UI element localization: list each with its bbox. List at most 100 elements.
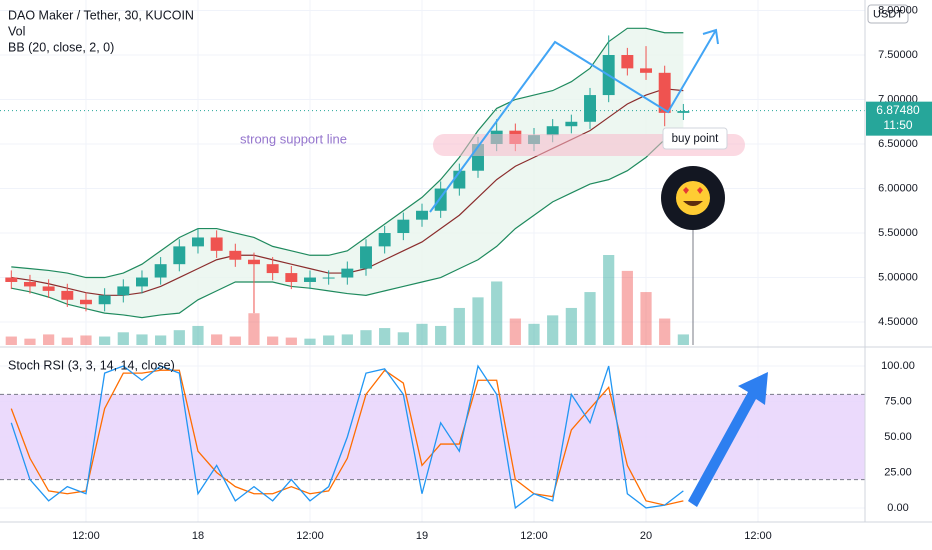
candle-body — [79, 299, 92, 305]
candle-body — [5, 277, 18, 282]
candle-body — [584, 95, 596, 122]
volume-bar — [117, 332, 129, 345]
emoji-eyes — [683, 187, 703, 194]
y-tick-label: 7.50000 — [878, 49, 918, 61]
volume-bar — [528, 323, 540, 345]
candle-body — [565, 121, 578, 127]
stoch-d — [10, 369, 684, 506]
candle-body — [266, 264, 279, 274]
last-price-label: 6.87480 — [876, 103, 920, 117]
last-price-box — [866, 101, 932, 136]
arrow-head — [702, 28, 719, 45]
volume-bar — [360, 330, 372, 345]
x-tick-label: 18 — [192, 530, 204, 542]
volume-bar — [341, 334, 353, 345]
candle-body — [229, 250, 242, 260]
candle-body — [285, 273, 298, 282]
volume-bar — [267, 336, 279, 345]
x-tick-label: 20 — [640, 530, 652, 542]
volume-bar — [211, 334, 223, 345]
candle-body — [154, 264, 167, 278]
candle-body — [397, 219, 410, 234]
volume-bar — [640, 292, 652, 345]
y-tick-label: 5.00000 — [878, 271, 918, 283]
volume-bar — [584, 292, 596, 345]
callout-box — [662, 127, 728, 150]
candle-body — [322, 277, 335, 279]
volume-bar — [453, 307, 465, 345]
volume-bar — [248, 313, 260, 345]
volume-bar — [621, 270, 633, 345]
volume-bar — [659, 318, 671, 345]
candle-body — [192, 237, 204, 247]
candle-body — [61, 290, 74, 300]
indicator-label: Vol — [8, 24, 25, 38]
bb-upper — [11, 27, 684, 279]
volume-bar — [99, 336, 111, 345]
volume-bar — [229, 336, 241, 345]
candle-body — [434, 188, 447, 211]
candle-body — [621, 55, 634, 69]
countdown: 11:50 — [883, 118, 912, 132]
y-tick-label: 5.50000 — [878, 227, 918, 239]
candle-body — [210, 237, 223, 251]
volume-bar — [379, 328, 391, 345]
bb-lower — [11, 134, 684, 319]
stoch-k — [10, 364, 684, 510]
volume-bar — [5, 336, 17, 345]
candle-body — [23, 281, 36, 287]
stoch-tick-label: 50.00 — [884, 431, 912, 443]
candle-body — [472, 144, 484, 171]
candle-body — [360, 246, 372, 269]
volume-bar — [43, 334, 55, 345]
stoch-tick-label: 0.00 — [887, 502, 908, 514]
stoch-band — [0, 394, 865, 480]
y-tick-label: 6.00000 — [878, 182, 918, 194]
projection-arrow — [429, 29, 717, 213]
candle-body — [98, 295, 111, 305]
x-tick-label: 19 — [416, 530, 428, 542]
y-tick-label: 4.50000 — [878, 316, 918, 328]
volume-bar — [80, 335, 92, 345]
volume-bar — [472, 297, 484, 345]
volume-bar — [491, 281, 503, 345]
volume-bar — [509, 318, 521, 345]
volume-bar — [173, 330, 185, 345]
volume-bar — [416, 323, 428, 345]
y-tick-label: 8.00000 — [878, 4, 918, 16]
volume-bar — [565, 307, 577, 345]
support-annotation: strong support line — [240, 131, 347, 146]
volume-bar — [61, 337, 73, 345]
candle-body — [117, 286, 130, 296]
x-tick-label: 12:00 — [520, 530, 548, 542]
indicator-label: BB (20, close, 2, 0) — [8, 40, 114, 54]
emoji-face — [676, 181, 710, 215]
volume-bar — [547, 315, 559, 345]
candle-body — [658, 72, 671, 113]
stoch-tick-label: 75.00 — [884, 395, 912, 407]
plot — [0, 27, 865, 510]
x-tick-label: 12:00 — [72, 530, 100, 542]
candle-body — [173, 246, 186, 265]
currency-label: USDT — [873, 8, 903, 20]
volume-bar — [435, 325, 447, 345]
volume-bar — [397, 332, 409, 345]
stoch-tick-label: 100.00 — [881, 360, 915, 372]
candle-body — [341, 268, 354, 278]
labels: DAO Maker / Tether, 30, KUCOIN Vol BB (20,… — [8, 4, 932, 542]
candle-body — [640, 68, 652, 73]
chart-title: DAO Maker / Tether, 30, KUCOIN — [8, 8, 194, 22]
volume-bar — [323, 335, 335, 345]
volume-bar — [603, 255, 615, 345]
candle-body — [546, 126, 559, 136]
currency-box — [867, 4, 909, 24]
volume-bar — [285, 337, 297, 345]
x-tick-label: 12:00 — [744, 530, 772, 542]
candle-body — [453, 170, 466, 189]
x-tick-label: 12:00 — [296, 530, 324, 542]
candle-body — [304, 277, 316, 282]
emoji-mouth — [683, 201, 703, 206]
y-tick-label: 6.50000 — [878, 138, 918, 150]
candle-body — [677, 111, 690, 113]
stoch-tick-label: 25.00 — [884, 466, 912, 478]
